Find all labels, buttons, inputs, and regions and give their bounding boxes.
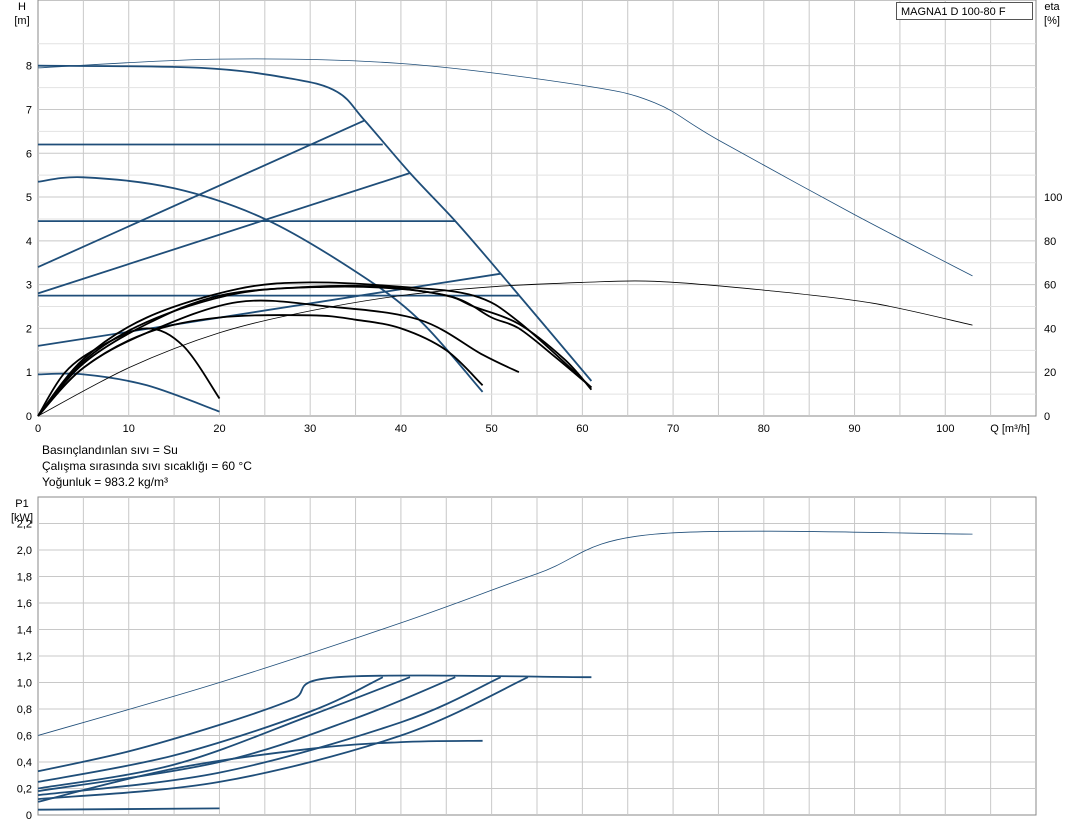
head-chart-series [37,58,973,417]
power-series-3 [37,676,411,790]
temperature-info: Çalışma sırasında sıvı sıcaklığı = 60 °C [42,459,252,473]
y-tick-label: 2 [26,323,32,335]
head-series-4 [37,272,501,347]
density-info: Yoğunluk = 983.2 kg/m³ [42,475,168,489]
head-series-15 [37,299,520,417]
y-tick-label: 0,6 [17,731,32,743]
x-tick-label: 80 [758,423,770,435]
x-tick-label: 30 [304,423,316,435]
head-chart-grid [37,0,1037,417]
head-chart-labels: 0 10 20 30 40 50 60 70 80 90 100012345678020406080… [14,1,1062,435]
y-tick-label: 0 [26,810,32,822]
head-series-11 [37,314,484,417]
x-axis-title: Q [m³/h] [990,423,1030,435]
x-tick-label: 70 [667,423,679,435]
x-tick-label: 90 [848,423,860,435]
y-axis-title: H [18,1,26,13]
y-axis-title: P1 [15,498,28,510]
power-series-1 [37,674,592,773]
y-tick-label: 0 [26,411,32,423]
y2-axis-unit: [%] [1044,15,1060,27]
power-chart-labels: 0 0,2 0,4 0,6 0,8 1,0 1,2 1,4 1,6 1,8 2,0 2,2 P1 [kW] [11,498,33,822]
x-tick-label: 60 [576,423,588,435]
y-tick-label: 1,6 [17,598,32,610]
head-series-2 [37,119,365,268]
head-series-3 [37,172,411,295]
y-tick-label: 1,8 [17,572,32,584]
y2-tick-label: 60 [1044,280,1056,292]
power-series-5 [37,676,502,796]
y-tick-label: 7 [26,104,32,116]
head-series-14 [37,281,593,417]
power-chart-series [37,530,973,811]
y-tick-label: 5 [26,192,32,204]
head-series-10 [37,280,973,417]
y-tick-label: 1,2 [17,651,32,663]
y-tick-label: 6 [26,148,32,160]
y-tick-label: 1 [26,367,32,379]
power-series-8 [37,807,220,811]
head-series-9 [37,372,220,413]
y2-axis-title: eta [1044,1,1060,13]
y2-tick-label: 80 [1044,236,1056,248]
y-tick-label: 3 [26,280,32,292]
x-tick-label: 50 [486,423,498,435]
y-tick-label: 2,0 [17,545,32,557]
y-tick-label: 1,4 [17,625,32,637]
y-tick-label: 0,8 [17,704,32,716]
x-tick-label: 100 [936,423,954,435]
head-series-16 [37,327,221,417]
y-tick-label: 4 [26,236,32,248]
fluid-info: Basınçlandınlan sıvı = Su [42,443,178,457]
y2-tick-label: 40 [1044,323,1056,335]
y-tick-label: 2,2 [17,519,32,531]
power-series-2 [37,676,384,783]
x-tick-label: 40 [395,423,407,435]
head-series-0 [37,58,973,277]
power-series-7 [37,739,483,803]
power-series-0 [37,530,973,736]
y-tick-label: 8 [26,61,32,73]
y2-tick-label: 100 [1044,192,1062,204]
x-tick-label: 10 [123,423,135,435]
power-chart-grid [37,496,1037,816]
power-series-4 [37,676,456,792]
x-tick-label: 20 [213,423,225,435]
y2-tick-label: 0 [1044,411,1050,423]
y-axis-unit: [kW] [11,512,33,524]
head-series-12 [37,285,592,417]
y-axis-unit: [m] [14,15,29,27]
y2-tick-label: 20 [1044,367,1056,379]
x-tick-label: 0 [35,423,41,435]
y-tick-label: 0,2 [17,784,32,796]
model-label: MAGNA1 D 100-80 F [896,2,1033,20]
power-series-6 [37,676,529,800]
y-tick-label: 0,4 [17,757,32,769]
y-tick-label: 1,0 [17,678,32,690]
